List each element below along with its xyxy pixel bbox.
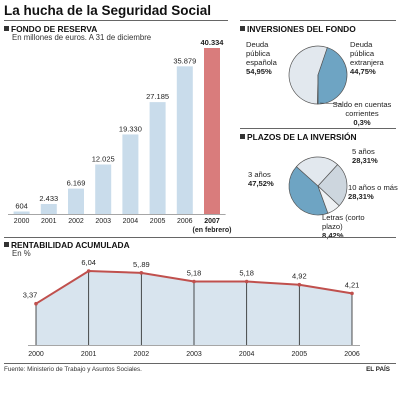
area-year-label-2005: 2005 [292,351,308,358]
pie2-label-3anos: 3 años 47,52% [248,170,274,188]
area-year-label-2002: 2002 [134,351,150,358]
area-point-2004 [244,279,249,284]
bar-value-label-2004: 19.330 [119,124,142,133]
inversiones-slice-1 [317,47,348,105]
bar-year-label-2002: 2002 [68,218,84,225]
bar-value-label-2007: 40.334 [201,38,225,47]
rentabilidad-area-chart: 3,37 2000 6,04 2001 5,.89 2002 5,18 2003 5,18 200… [23,258,360,358]
area-year-label-2006: 2006 [344,351,360,358]
area-value-label-2002: 5,.89 [133,260,150,269]
area-point-2002 [139,271,144,275]
fondo-heading: FONDO DE RESERVA [4,24,97,34]
area-value-label-2004: 5,18 [239,269,254,278]
area-year-label-2004: 2004 [239,351,255,358]
area-point-2000 [34,301,38,306]
bar-value-label-2003: 12.025 [92,155,115,164]
bar-value-label-2005: 27.185 [146,92,169,101]
inversiones-slice-0 [288,45,328,105]
pie2-label-letras: Letras (corto plazo) 8,42% [322,213,365,240]
footer-rule [4,363,396,364]
rentabilidad-rule [4,237,396,238]
bar-value-label-2001: 2.433 [39,194,58,203]
bar-year-label-2000: 2000 [14,218,30,225]
pie2-label-10anos: 10 años o más 28,31% [348,183,398,201]
bar-value-label-2000: 604 [15,202,28,211]
area-year-label-2000: 2000 [28,351,44,358]
footer-brand: EL PAÍS [366,366,390,373]
pie2-label-5anos: 5 años 28,31% [352,147,378,165]
area-value-label-2003: 5,18 [187,269,202,278]
bar-last-sub-label: (en febrero) [193,227,232,234]
bar-year-label-2006: 2006 [177,218,193,225]
bar-2000 [13,211,30,214]
bar-2004 [122,134,139,214]
area-point-2003 [192,279,196,284]
footer-source: Fuente: Ministerio de Trabajo y Asuntos … [4,366,142,373]
plazos-slice-1 [295,156,339,187]
area-point-2001 [86,269,91,273]
bar-2005 [149,102,166,214]
pie1-label-saldo: Saldo en cuentas corrientes 0,3% [332,100,392,127]
bar-2003 [95,164,112,214]
plazos-slice-3 [317,185,340,214]
area-year-label-2001: 2001 [81,351,97,358]
rentabilidad-subtitle: En % [12,249,31,258]
inversiones-heading: INVERSIONES DEL FONDO [240,24,356,34]
bar-2007 [204,48,220,214]
plazos-slice-2 [317,164,348,207]
page-title: La hucha de la Seguridad Social [4,3,212,18]
plazos-rule [240,128,396,129]
bar-year-label-2001: 2001 [41,218,57,225]
area-point-2005 [297,282,302,287]
fondo-bar-chart: 604 2000 2.433 2001 6.169 2002 12.025 2003 19.33… [8,38,231,234]
bar-2001 [40,203,57,214]
bar-year-label-2007: 2007 [204,218,220,225]
title-rule [4,20,228,21]
inversiones-rule [240,20,396,21]
plazos-pie-chart [288,156,348,216]
pie1-label-extranjera: Deuda pública extranjera 44,75% [350,40,384,76]
bar-year-label-2004: 2004 [123,218,139,225]
inversiones-pie-chart [288,45,348,105]
plazos-slice-0 [288,166,329,216]
bar-2002 [68,188,84,214]
bar-value-label-2006: 35.879 [173,56,196,65]
area-value-label-2006: 4,21 [345,280,360,289]
bar-year-label-2003: 2003 [95,218,111,225]
area-value-label-2005: 4,92 [292,272,307,281]
rentabilidad-heading: RENTABILIDAD ACUMULADA [4,240,130,250]
bar-year-label-2005: 2005 [150,218,166,225]
bar-2006 [176,66,193,215]
area-value-label-2000: 3,37 [23,291,38,300]
area-value-label-2001: 6,04 [81,258,96,267]
fondo-subtitle: En millones de euros. A 31 de diciembre [12,33,152,42]
inversiones-slice-2 [317,74,319,105]
plazos-heading: PLAZOS DE LA INVERSIÓN [240,132,357,142]
pie1-label-espanola: Deuda pública española 54,95% [246,40,277,76]
bar-value-label-2002: 6.169 [67,179,86,188]
pie1-leader-saldo [319,102,343,105]
area-year-label-2003: 2003 [186,351,202,358]
area-point-2006 [350,291,354,296]
